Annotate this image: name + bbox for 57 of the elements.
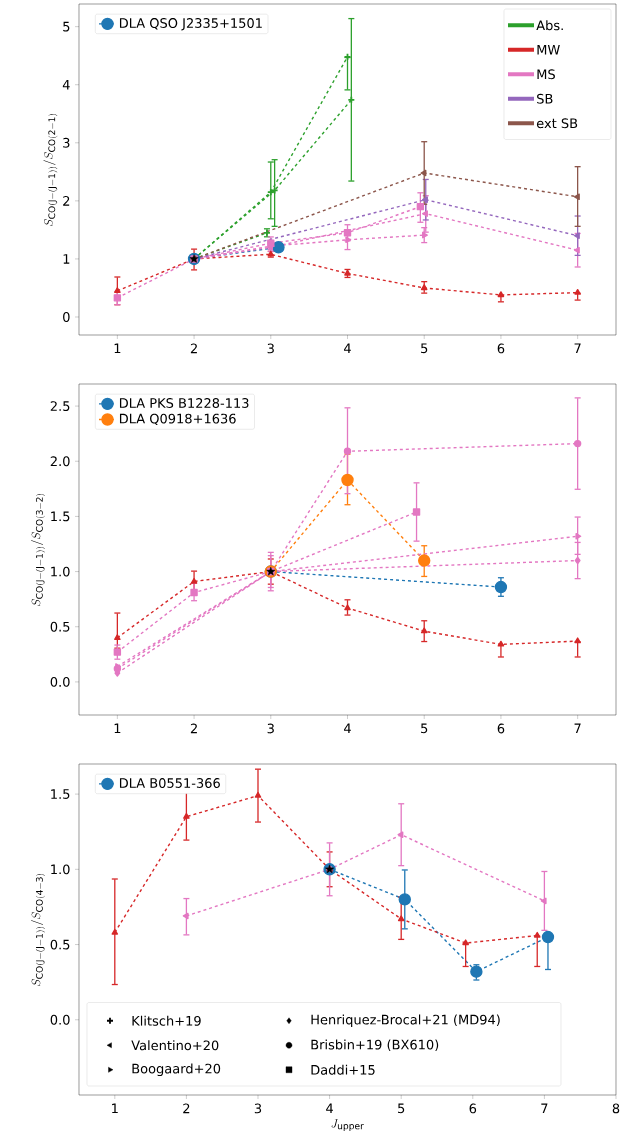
x-tick-label: 6 [497, 723, 505, 734]
y-tick-label: 0 [62, 312, 70, 322]
x-tick-label: 2 [183, 1103, 190, 1114]
y-tick-label: 1 [63, 254, 70, 264]
y-tick-label: 1.0 [51, 566, 70, 577]
x-tick-label: 5 [397, 1103, 404, 1114]
x-tick-label: 3 [267, 723, 274, 734]
legend-label: DLA B0551-366 [119, 778, 220, 788]
legend-label: MS [537, 69, 555, 80]
x-tick-label: 4 [343, 723, 351, 734]
y-tick-label: 3 [62, 137, 70, 148]
x-tick-label: 5 [420, 723, 427, 734]
y-axis-title: $S_{\mathrm{CO(J-(J-1))}}/S_{\mathrm{CO(3-2)}}$ [30, 493, 45, 606]
legend-label: Klitsch+19 [132, 1015, 201, 1026]
y-tick-label: 1.5 [51, 511, 70, 522]
x-tick-label: 1 [111, 1103, 118, 1114]
x-tick-label: 3 [254, 1103, 261, 1114]
legend-label: DLA Q0918+1636 [119, 413, 236, 426]
y-tick-label: 1.5 [51, 789, 70, 799]
y-tick-label: 2.0 [50, 456, 70, 467]
legend-label: DLA PKS B1228-113 [119, 398, 249, 408]
y-axis-title: $S_{\mathrm{CO(J-(J-1))}}/S_{\mathrm{CO(4-3)}}$ [30, 873, 45, 986]
y-tick-label: 2 [62, 196, 69, 206]
x-axis-title: $J_{\mathrm{upper}}$ [331, 1119, 364, 1132]
x-tick-label: 4 [343, 343, 351, 354]
legend-label: Valentino+20 [131, 1040, 219, 1051]
y-tick-label: 4 [62, 79, 70, 90]
legend-label: MW [537, 45, 560, 55]
x-tick-label: 7 [541, 1103, 548, 1114]
y-tick-label: 0.5 [50, 939, 70, 950]
x-tick-label: 6 [497, 343, 505, 354]
legend-label: Abs. [536, 20, 563, 31]
y-tick-label: 2.5 [50, 401, 70, 411]
x-tick-label: 5 [420, 343, 427, 354]
x-tick-label: 2 [190, 723, 197, 734]
y-axis-title: $S_{\mathrm{CO(J-(J-1))}}/S_{\mathrm{CO(2-1)}}$ [43, 113, 58, 226]
x-tick-label: 8 [612, 1103, 620, 1114]
y-tick-label: 0.5 [50, 621, 70, 632]
x-tick-label: 7 [574, 343, 581, 354]
x-tick-label: 4 [325, 1103, 333, 1114]
legend-label: Brisbin+19 (BX610) [311, 1039, 438, 1052]
legend-label: Boogaard+20 [132, 1063, 220, 1077]
x-tick-label: 2 [190, 343, 197, 354]
y-tick-label: 0.0 [50, 676, 70, 687]
y-tick-label: 5 [62, 21, 70, 32]
x-tick-label: 3 [267, 343, 274, 354]
legend-label: ext SB [536, 118, 577, 129]
y-tick-label: 0.0 [50, 1014, 70, 1025]
legend-label: Daddi+15 [311, 1064, 375, 1075]
x-tick-label: 7 [574, 723, 581, 734]
legend-label: DLA QSO J2335+1501 [119, 18, 262, 31]
x-tick-label: 1 [114, 343, 121, 354]
legend-label: Henriquez-Brocal+21 (MD94) [311, 1014, 500, 1028]
y-tick-label: 1.0 [51, 864, 70, 875]
legend-label: SB [536, 93, 553, 104]
x-tick-label: 6 [469, 1103, 476, 1114]
x-tick-label: 1 [114, 723, 121, 734]
